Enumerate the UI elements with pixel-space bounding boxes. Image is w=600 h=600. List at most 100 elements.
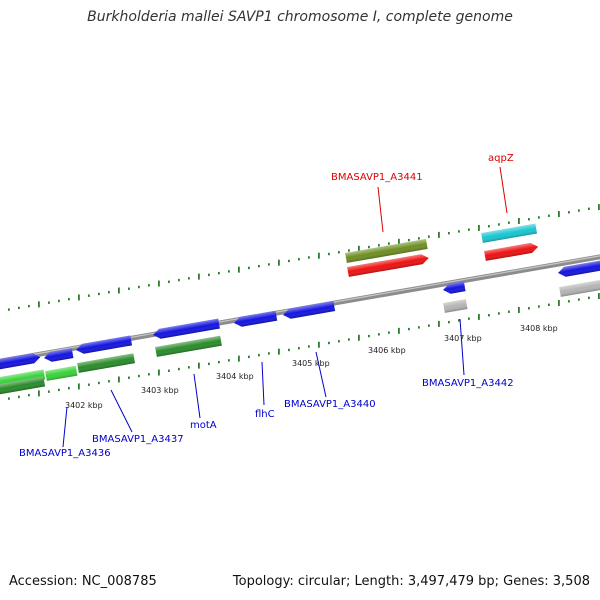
lower-track-dot	[268, 352, 270, 355]
upper-track-dot	[188, 277, 190, 280]
upper-track-dot	[238, 266, 240, 273]
lower-track-dot	[168, 369, 170, 373]
gene-BMASAVP1_A3437-green-shading	[77, 353, 136, 373]
lower-track-dot	[258, 353, 260, 357]
accession-text: Accession: NC_008785	[9, 574, 157, 589]
upper-track-dot	[498, 223, 500, 226]
gene-BMASAVP1_A3441-red[interactable]	[347, 253, 430, 277]
gene-BMASAVP1_A3442-blue[interactable]	[442, 281, 466, 295]
upper-track-dot	[158, 280, 160, 287]
gene-BMASAVP1_A3437-green[interactable]	[77, 353, 136, 373]
lower-track-dot	[128, 376, 130, 379]
lower-track-dot	[308, 345, 310, 348]
upper-track-dot	[358, 245, 360, 252]
lower-track-dot	[138, 374, 140, 378]
lower-track-dot	[48, 390, 50, 393]
gene-label-BMASAVP1_A3442: BMASAVP1_A3442	[422, 378, 514, 389]
upper-track-dot	[568, 211, 570, 214]
gene-aqpZ-cyan[interactable]	[481, 223, 538, 243]
upper-track-dot	[348, 249, 350, 252]
connector-BMASAVP1_A3436	[62, 406, 68, 448]
gene-left-green[interactable]	[0, 376, 46, 395]
gene-BMASAVP1_A3440-blue-shading	[283, 301, 336, 319]
lower-track-dot	[458, 319, 460, 322]
connector-BMASAVP1_A3440	[315, 351, 327, 398]
gene-BMASAVP1_A3442-gray[interactable]	[443, 299, 468, 313]
lower-track-dot	[78, 383, 80, 390]
gene-BMASAVP1_A3440-blue[interactable]	[282, 301, 336, 320]
tick-label-3404: 3404 kbp	[216, 372, 254, 381]
upper-track-dot	[308, 256, 310, 259]
upper-track-dot	[68, 297, 70, 301]
gene-labels: BMASAVP1_A3441 aqpZ BMASAVP1_A3436 BMASA…	[19, 153, 514, 459]
upper-track-dot	[138, 285, 140, 289]
lower-track-dot	[188, 366, 190, 369]
gene-motA-blue[interactable]	[152, 318, 220, 340]
upper-track-dot	[208, 273, 210, 277]
gene-label-BMASAVP1_A3436: BMASAVP1_A3436	[19, 448, 111, 459]
upper-track-dot	[528, 218, 530, 221]
gene-features	[0, 223, 600, 395]
upper-track-dot	[398, 238, 400, 245]
gene-aqpZ-red-shading	[484, 243, 539, 261]
lower-track-dot	[38, 390, 40, 397]
gene-left-blue[interactable]	[0, 352, 41, 370]
gene-BMASAVP1_A3436-light-shading	[45, 365, 78, 381]
lower-track-dot	[298, 347, 300, 350]
lower-track-dot	[178, 367, 180, 371]
upper-track-dot	[448, 231, 450, 235]
upper-track-dot	[108, 291, 110, 294]
upper-track-dot	[88, 294, 90, 297]
upper-track-dot	[128, 287, 130, 290]
lower-track-dot	[218, 360, 220, 364]
upper-track-dot	[228, 270, 230, 273]
tick-label-3407: 3407 kbp	[444, 334, 482, 343]
upper-track-dot	[438, 231, 440, 238]
gene-label-flhC: flhC	[255, 409, 275, 420]
genome-summary-text: Topology: circular; Length: 3,497,479 bp…	[232, 574, 590, 589]
upper-track-dot	[28, 304, 30, 308]
gene-aqpZ-red[interactable]	[484, 242, 539, 261]
lower-track-dot	[208, 362, 210, 366]
gene-BMASAVP1_A3441-olive[interactable]	[345, 239, 428, 263]
lower-track-dot	[508, 310, 510, 313]
upper-track-dot	[418, 237, 420, 240]
lower-track-dot	[198, 362, 200, 369]
gene-right-gray-shading	[559, 279, 600, 297]
lower-track-dot	[338, 340, 340, 343]
gene-BMASAVP1_A3436-light[interactable]	[45, 365, 78, 381]
upper-track-dot	[518, 217, 520, 224]
gene-right-blue[interactable]	[557, 259, 600, 278]
lower-track-dot	[548, 303, 550, 306]
lower-track-dot	[408, 327, 410, 331]
gene-label-BMASAVP1_A3441: BMASAVP1_A3441	[331, 172, 423, 183]
upper-track-dot	[338, 251, 340, 254]
lower-track-dot	[378, 333, 380, 336]
lower-track-dot	[388, 331, 390, 334]
lower-track-dot	[478, 313, 480, 320]
tick-label-3403: 3403 kbp	[141, 386, 179, 395]
lower-track-dot	[448, 320, 450, 324]
upper-track-dot	[278, 259, 280, 266]
upper-track-dot	[588, 207, 590, 211]
gene-motA-green[interactable]	[155, 335, 222, 357]
lower-track-dot	[518, 306, 520, 313]
gene-BMASAVP1_A3436-blue[interactable]	[43, 348, 74, 363]
gene-label-BMASAVP1_A3437: BMASAVP1_A3437	[92, 434, 184, 445]
lower-track-dot	[588, 296, 590, 300]
scale-labels: 3402 kbp 3403 kbp 3404 kbp 3405 kbp 3406…	[65, 324, 558, 410]
lower-track-dot	[58, 388, 60, 392]
upper-track-dot	[298, 258, 300, 261]
lower-track-dot	[348, 338, 350, 341]
gene-label-aqpZ: aqpZ	[488, 153, 514, 164]
gene-flhC-blue[interactable]	[233, 310, 278, 328]
map-title: Burkholderia mallei SAVP1 chromosome I, …	[87, 9, 513, 25]
upper-track-dot	[198, 273, 200, 280]
gene-right-gray[interactable]	[559, 279, 600, 297]
upper-track-dot	[148, 284, 150, 287]
lower-track-dot	[568, 300, 570, 303]
gene-BMASAVP1_A3437-blue[interactable]	[75, 335, 133, 354]
upper-track-dot	[378, 244, 380, 247]
lower-track-dot	[428, 324, 430, 327]
upper-track-dot	[18, 306, 20, 310]
